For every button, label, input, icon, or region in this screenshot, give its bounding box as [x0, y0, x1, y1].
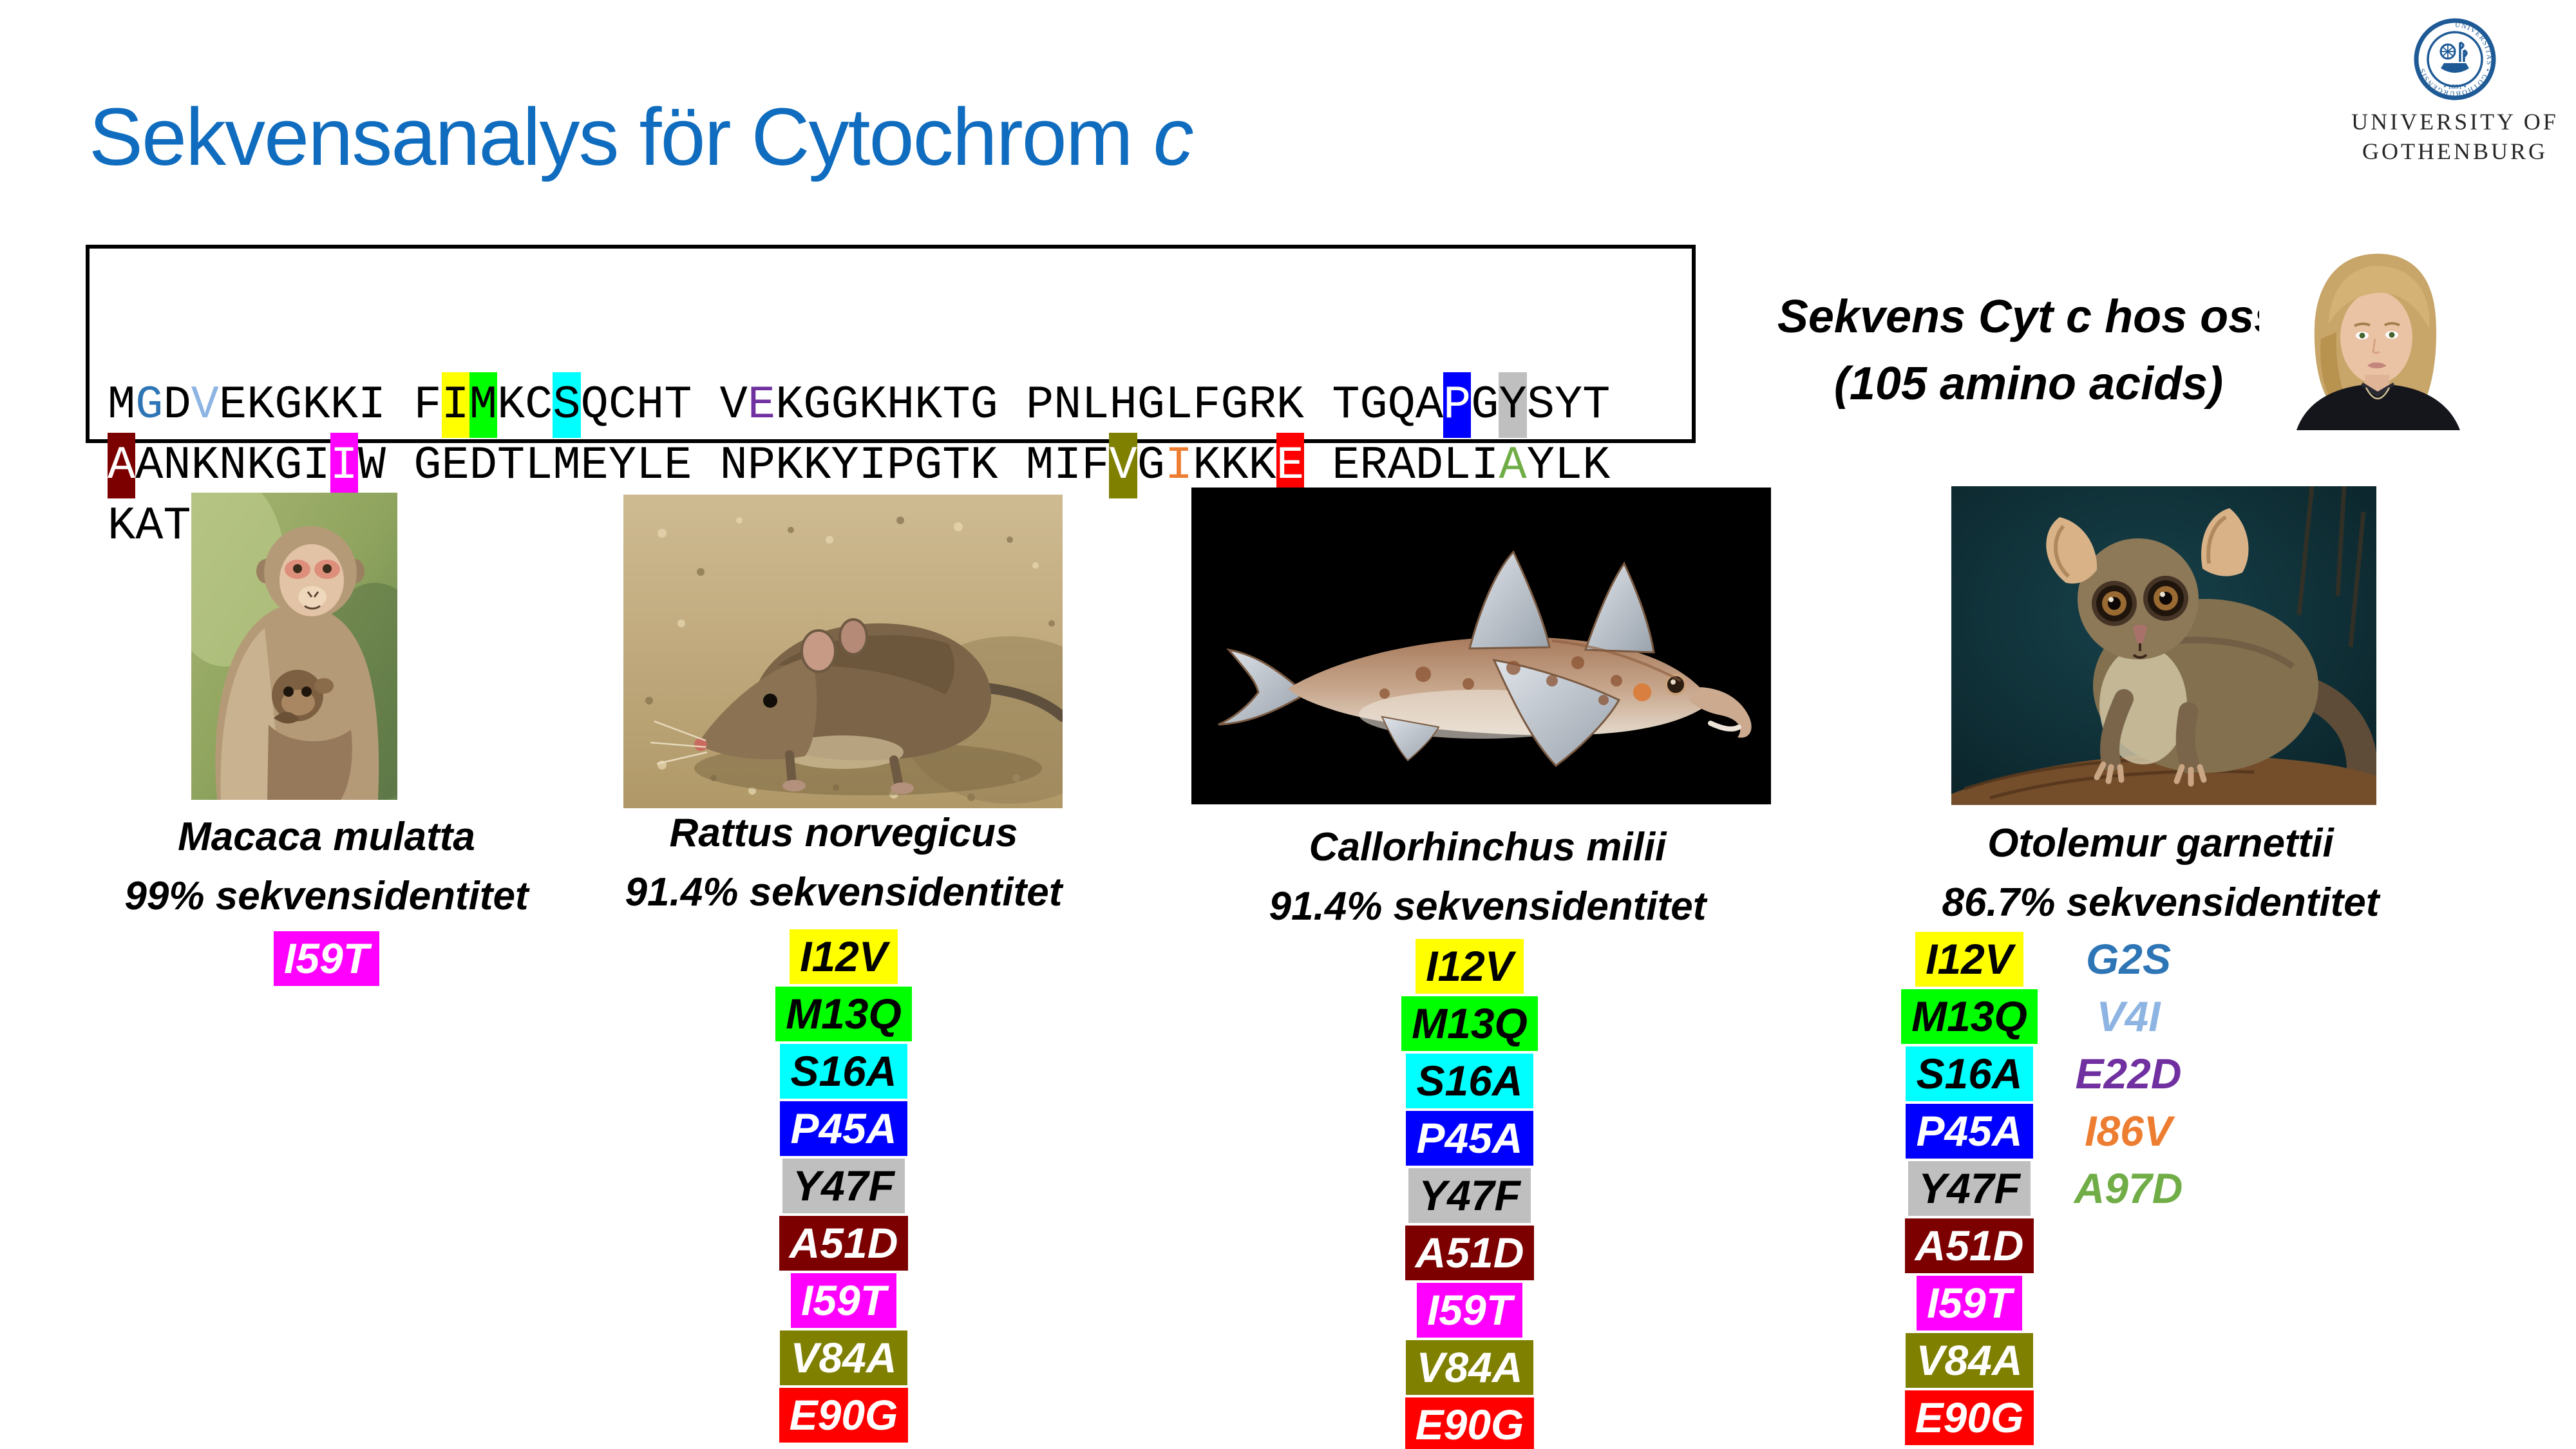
page-title: Sekvensanalys för Cytochrom c [89, 89, 1194, 185]
mutation-badges-macaque: I59T [166, 931, 488, 986]
university-name-line2: GOTHENBURG [2362, 138, 2548, 164]
presenter-avatar-image [2259, 242, 2496, 430]
extra-mutation-label: I86V [2085, 1107, 2172, 1155]
mutation-badge: M13Q [1401, 996, 1538, 1051]
mutation-badge: S16A [1906, 1046, 2033, 1101]
page-title-main: Sekvensanalys för Cytochrom [89, 91, 1153, 182]
extra-mutation-label: E22D [2075, 1050, 2182, 1097]
mutation-badge: I59T [273, 931, 380, 986]
sequence-line: MGDVEKGKKI FIMKCSQCHT VEKGGKHKTG PNLHGLF… [108, 372, 1692, 438]
galago-image [1951, 486, 2376, 805]
mutation-badge: S16A [1406, 1054, 1533, 1108]
mutation-badge: E90G [1405, 1397, 1535, 1449]
university-logo: UNIVERSITAS • GOTHOBURGENSIS • 1891 • UN… [2333, 17, 2576, 166]
sequence-caption-line2: (105 amino acids) [1833, 358, 2224, 410]
mutation-badge: V84A [1406, 1340, 1533, 1395]
mutation-badge: A51D [1904, 1218, 2034, 1273]
species-name: Otolemur garnettii [1987, 821, 2334, 866]
mutation-badge: A51D [779, 1216, 909, 1271]
mutation-badge: S16A [780, 1044, 907, 1099]
sequence-line: AANKNKGIIW GEDTLMEYLE NPKKYIPGTK MIFVGIK… [108, 433, 1692, 498]
mutation-badge: P45A [1906, 1104, 2033, 1159]
mutation-badge: V84A [780, 1331, 907, 1385]
elephant-shark-image [1191, 488, 1771, 804]
extra-mutations: G2S V4I E22D I86V A97D [2025, 932, 2231, 1216]
mutation-badges-rat: I12V M13Q S16A P45A Y47F A51D I59T V84A E90G [683, 929, 1005, 1443]
page-title-italic-c: c [1153, 91, 1194, 182]
university-name-line1: UNIVERSITY OF [2351, 109, 2559, 135]
mutation-badge: I12V [1416, 939, 1524, 994]
mutation-badge: E90G [1904, 1390, 2034, 1445]
sequence-caption-line1: Sekvens Cyt c hos oss [1777, 291, 2280, 343]
species-name: Callorhinchus milii [1309, 825, 1667, 869]
extra-mutation-label: V4I [2096, 992, 2161, 1040]
mutation-badge: I12V [1915, 932, 2023, 987]
university-seal-icon: UNIVERSITAS • GOTHOBURGENSIS • 1891 • [2414, 18, 2496, 100]
elephant-shark-photo [1191, 488, 1771, 804]
sequence-box: MGDVEKGKKI FIMKCSQCHT VEKGGKHKTG PNLHGLF… [86, 245, 1696, 553]
mutation-badge: E90G [779, 1388, 909, 1443]
mutation-badge: V84A [1906, 1333, 2033, 1388]
mutation-badge: I12V [790, 929, 898, 984]
sequence-identity: 86.7% sekvensidentitet [1942, 880, 2380, 925]
mutation-badge: Y47F [782, 1159, 905, 1213]
extra-mutation-label: G2S [2085, 935, 2172, 983]
extra-mutation-label: A97D [2074, 1164, 2183, 1212]
column-rat-text: Rattus norvegicus 91.4% sekvensidentitet [586, 804, 1101, 922]
university-name: UNIVERSITY OF GOTHENBURG [2333, 107, 2576, 166]
mutation-badge: I59T [790, 1273, 897, 1328]
mutation-badges-shark: I12V M13Q S16A P45A Y47F A51D I59T V84A E90G [1309, 939, 1631, 1449]
presenter-avatar [2259, 242, 2496, 431]
mutation-badge: P45A [780, 1101, 907, 1156]
mutation-badge: I59T [1916, 1276, 2023, 1331]
seal-year: • 1891 • [2443, 83, 2466, 91]
column-macaque-text: Macaca mulatta 99% sekvensidentitet [69, 808, 584, 926]
mutation-badge: Y47F [1408, 1168, 1531, 1223]
column-shark-text: Callorhinchus milii 91.4% sekvensidentit… [1230, 818, 1745, 936]
mutation-badges-galago: I12V M13Q S16A P45A Y47F A51D I59T V84A E90G [1808, 932, 2130, 1445]
rat-photo [623, 495, 1063, 808]
rat-image [623, 495, 1063, 808]
sequence-identity: 99% sekvensidentitet [124, 874, 529, 918]
mutation-badge: I59T [1416, 1283, 1523, 1338]
sequence-identity: 91.4% sekvensidentitet [625, 870, 1063, 914]
macaque-image [191, 493, 397, 800]
mutation-badge: P45A [1406, 1111, 1533, 1166]
sequence-caption: Sekvens Cyt c hos oss (105 amino acids) [1739, 283, 2318, 417]
mutation-badge: M13Q [1901, 989, 2038, 1044]
galago-photo [1951, 486, 2376, 805]
species-name: Macaca mulatta [178, 815, 475, 859]
column-galago-text: Otolemur garnettii 86.7% sekvensidentite… [1903, 814, 2418, 933]
macaque-photo [191, 493, 397, 800]
mutation-badge: M13Q [775, 987, 912, 1041]
mutation-badge: Y47F [1908, 1161, 2031, 1216]
mutation-badge: A51D [1405, 1226, 1535, 1280]
sequence-identity: 91.4% sekvensidentitet [1269, 884, 1707, 929]
species-name: Rattus norvegicus [669, 811, 1018, 855]
